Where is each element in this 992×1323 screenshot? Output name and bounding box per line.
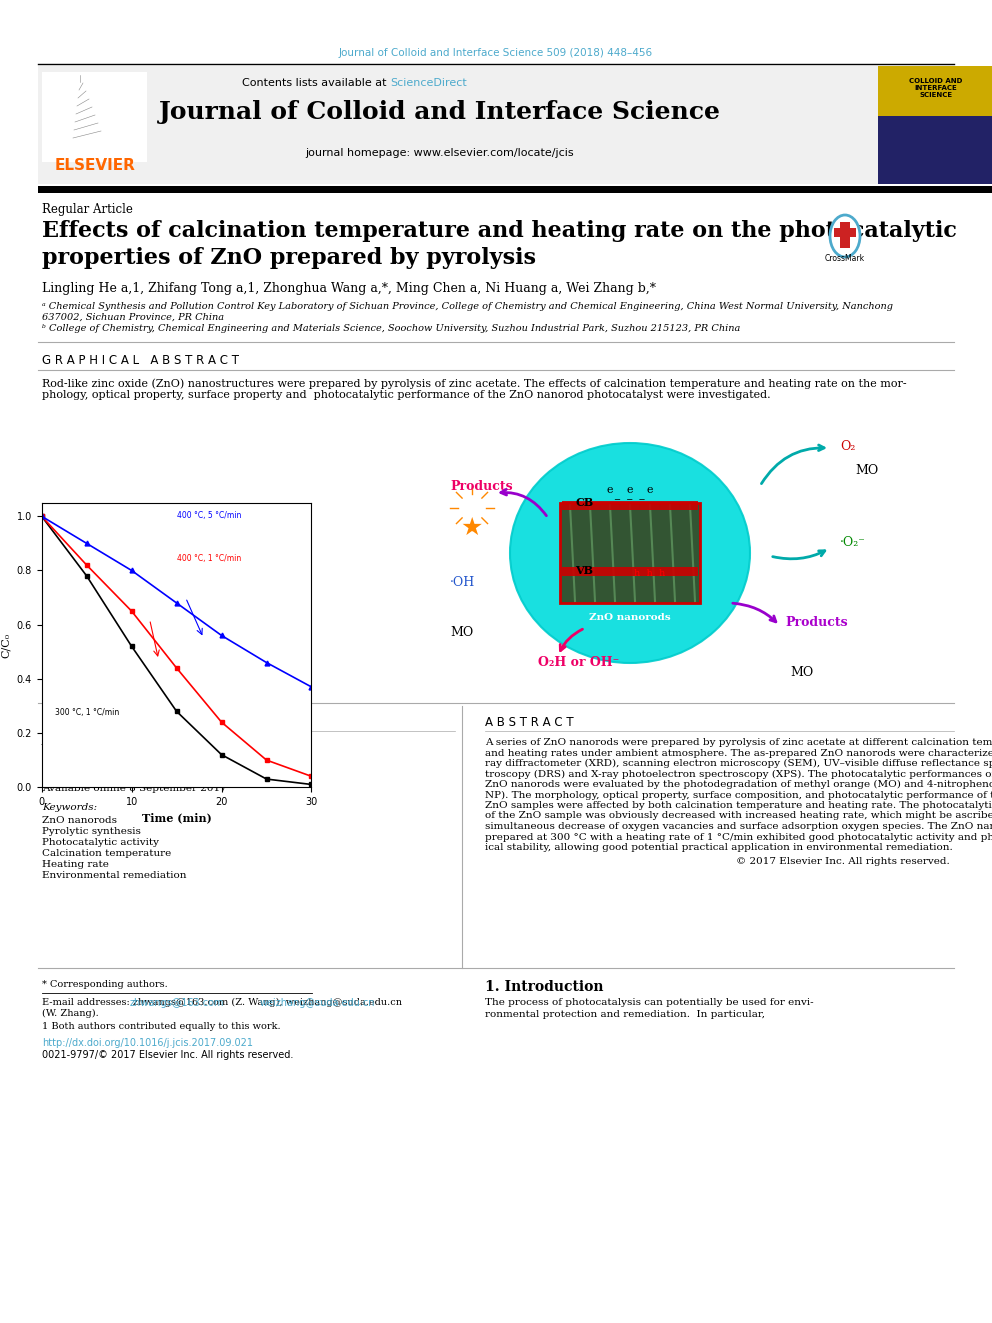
Text: COLLOID AND
INTERFACE
SCIENCE: COLLOID AND INTERFACE SCIENCE [910, 78, 962, 98]
Text: 400 °C, 5 °C/min: 400 °C, 5 °C/min [177, 511, 241, 520]
Text: 1. Introduction: 1. Introduction [485, 980, 603, 994]
Text: 400 °C, 1 °C/min: 400 °C, 1 °C/min [177, 554, 241, 564]
Text: simultaneous decrease of oxygen vacancies and surface adsorption oxygen species.: simultaneous decrease of oxygen vacancie… [485, 822, 992, 831]
Bar [878, 66, 992, 184]
X-axis label: Time (min): Time (min) [142, 812, 211, 823]
Text: MO: MO [855, 464, 878, 478]
Text: ZnO nanorods were evaluated by the photodegradation of methyl orange (MO) and 4-: ZnO nanorods were evaluated by the photo… [485, 781, 992, 789]
Text: 637002, Sichuan Province, PR China: 637002, Sichuan Province, PR China [42, 314, 224, 321]
Text: ★: ★ [461, 516, 483, 540]
Text: Photocatalytic activity: Photocatalytic activity [42, 837, 159, 847]
Text: Products: Products [785, 617, 847, 628]
Bar [562, 501, 698, 509]
Text: and heating rates under ambient atmosphere. The as-prepared ZnO nanorods were ch: and heating rates under ambient atmosphe… [485, 749, 992, 758]
Text: O₂: O₂ [840, 441, 855, 452]
Text: ·O₂⁻: ·O₂⁻ [840, 536, 866, 549]
Text: Heating rate: Heating rate [42, 860, 109, 869]
Text: MO: MO [790, 665, 813, 679]
Bar [834, 228, 856, 237]
Text: Rod-like zinc oxide (ZnO) nanostructures were prepared by pyrolysis of zinc acet: Rod-like zinc oxide (ZnO) nanostructures… [42, 378, 907, 389]
Text: ·OH: ·OH [450, 576, 475, 589]
Text: Lingling He a,1, Zhifang Tong a,1, Zhonghua Wang a,*, Ming Chen a, Ni Huang a, W: Lingling He a,1, Zhifang Tong a,1, Zhong… [42, 282, 656, 295]
Text: http://dx.doi.org/10.1016/j.jcis.2017.09.021: http://dx.doi.org/10.1016/j.jcis.2017.09… [42, 1039, 253, 1048]
Text: h  h  h: h h h [634, 569, 666, 578]
Text: Effects of calcination temperature and heating rate on the photocatalytic
proper: Effects of calcination temperature and h… [42, 220, 957, 269]
Text: zhwangs@163.com: zhwangs@163.com [130, 998, 224, 1008]
Text: phology, optical property, surface property and  photocatalytic performance of t: phology, optical property, surface prope… [42, 390, 771, 400]
Bar [38, 66, 878, 184]
Text: VB: VB [575, 565, 593, 576]
Y-axis label: C/C₀: C/C₀ [1, 632, 11, 658]
Text: 0021-9797/© 2017 Elsevier Inc. All rights reserved.: 0021-9797/© 2017 Elsevier Inc. All right… [42, 1050, 294, 1060]
Bar [42, 71, 147, 161]
Text: Pyrolytic synthesis: Pyrolytic synthesis [42, 827, 141, 836]
Text: CB: CB [575, 497, 593, 508]
Text: e: e [627, 486, 633, 495]
Text: ronmental protection and remediation.  In particular,: ronmental protection and remediation. In… [485, 1009, 765, 1019]
Text: Contents lists available at: Contents lists available at [242, 78, 390, 89]
Text: ZnO nanorods: ZnO nanorods [42, 816, 117, 826]
Bar [38, 187, 992, 193]
Text: ray diffractometer (XRD), scanning electron microscopy (SEM), UV–visible diffuse: ray diffractometer (XRD), scanning elect… [485, 759, 992, 769]
Text: journal homepage: www.elsevier.com/locate/jcis: journal homepage: www.elsevier.com/locat… [306, 148, 574, 157]
Text: NP). The morphology, optical property, surface composition, and photocatalytic p: NP). The morphology, optical property, s… [485, 791, 992, 799]
Text: Received 24 June 2017: Received 24 June 2017 [42, 751, 163, 759]
Text: CrossMark: CrossMark [825, 254, 865, 263]
Text: ZnO nanorods: ZnO nanorods [589, 613, 671, 622]
Text: The process of photocatalysis can potentially be used for envi-: The process of photocatalysis can potent… [485, 998, 813, 1007]
Text: ᵃ Chemical Synthesis and Pollution Control Key Laboratory of Sichuan Province, C: ᵃ Chemical Synthesis and Pollution Contr… [42, 302, 893, 311]
Text: * Corresponding authors.: * Corresponding authors. [42, 980, 168, 990]
Text: e: e [647, 486, 654, 495]
Text: Environmental remediation: Environmental remediation [42, 871, 186, 880]
Text: E-mail addresses: zhwangs@163.com (Z. Wang), weizhang@suda.edu.cn: E-mail addresses: zhwangs@163.com (Z. Wa… [42, 998, 402, 1007]
Text: Products: Products [450, 480, 513, 493]
Text: Journal of Colloid and Interface Science: Journal of Colloid and Interface Science [159, 101, 721, 124]
Text: Calcination temperature: Calcination temperature [42, 849, 172, 859]
Text: troscopy (DRS) and X-ray photoelectron spectroscopy (XPS). The photocatalytic pe: troscopy (DRS) and X-ray photoelectron s… [485, 770, 992, 779]
Text: Available online 8 September 2017: Available online 8 September 2017 [42, 785, 227, 792]
Ellipse shape [510, 443, 750, 663]
Text: ELSEVIER: ELSEVIER [55, 157, 136, 173]
Text: ᵇ College of Chemistry, Chemical Engineering and Materials Science, Soochow Univ: ᵇ College of Chemistry, Chemical Enginee… [42, 324, 740, 333]
Text: ZnO samples were affected by both calcination temperature and heating rate. The : ZnO samples were affected by both calcin… [485, 800, 992, 810]
Text: −  −  −: − − − [614, 495, 646, 504]
Text: A B S T R A C T: A B S T R A C T [485, 716, 573, 729]
Text: © 2017 Elsevier Inc. All rights reserved.: © 2017 Elsevier Inc. All rights reserved… [736, 856, 950, 865]
Text: ical stability, allowing good potential practical application in environmental r: ical stability, allowing good potential … [485, 843, 952, 852]
Text: Keywords:: Keywords: [42, 803, 97, 812]
Text: e: e [607, 486, 613, 495]
Text: A R T I C L E   I N F O: A R T I C L E I N F O [42, 716, 164, 729]
Text: G R A P H I C A L   A B S T R A C T: G R A P H I C A L A B S T R A C T [42, 355, 239, 366]
Text: Article history:: Article history: [42, 738, 121, 747]
Text: 1 Both authors contributed equally to this work.: 1 Both authors contributed equally to th… [42, 1021, 281, 1031]
Text: O₂H or OH⁻: O₂H or OH⁻ [538, 656, 619, 669]
Bar [840, 222, 850, 247]
Bar [562, 568, 698, 576]
Bar [560, 503, 700, 603]
Text: weizhang@suda.edu.cn: weizhang@suda.edu.cn [260, 998, 376, 1008]
Text: Journal of Colloid and Interface Science 509 (2018) 448–456: Journal of Colloid and Interface Science… [339, 48, 653, 58]
Text: (W. Zhang).: (W. Zhang). [42, 1009, 99, 1019]
Text: of the ZnO sample was obviously decreased with increased heating rate, which mig: of the ZnO sample was obviously decrease… [485, 811, 992, 820]
Text: 300 °C, 1 °C/min: 300 °C, 1 °C/min [56, 708, 119, 717]
Text: prepared at 300 °C with a heating rate of 1 °C/min exhibited good photocatalytic: prepared at 300 °C with a heating rate o… [485, 832, 992, 841]
Text: Accepted 5 September 2017: Accepted 5 September 2017 [42, 773, 191, 782]
Text: A series of ZnO nanorods were prepared by pyrolysis of zinc acetate at different: A series of ZnO nanorods were prepared b… [485, 738, 992, 747]
Text: Regular Article: Regular Article [42, 202, 133, 216]
Ellipse shape [830, 216, 860, 257]
Text: Revised 2 September 2017: Revised 2 September 2017 [42, 762, 184, 771]
Text: ScienceDirect: ScienceDirect [390, 78, 467, 89]
Bar [878, 66, 992, 116]
Text: MO: MO [450, 626, 473, 639]
